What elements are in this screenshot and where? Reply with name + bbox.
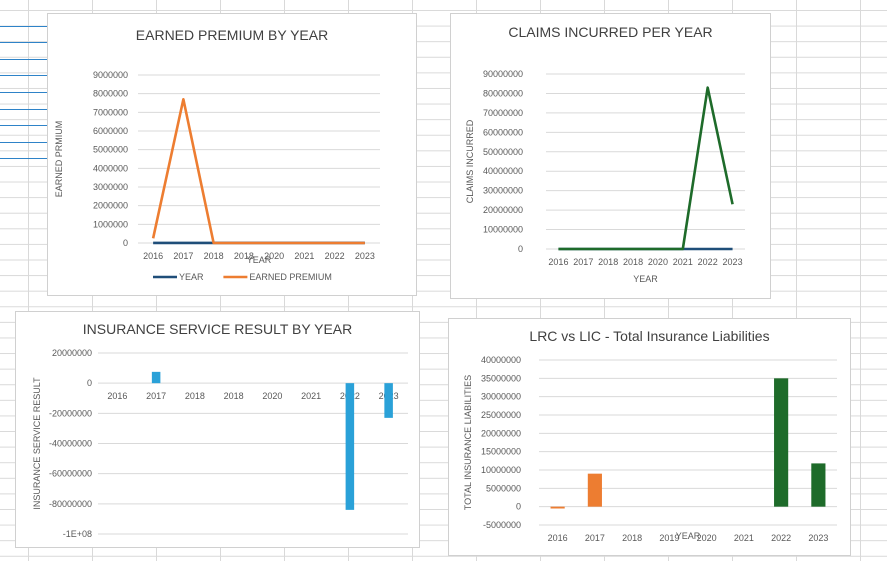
x-tick-label: 2020 bbox=[648, 257, 668, 267]
y-tick-label: 35000000 bbox=[481, 373, 521, 383]
x-tick-label: 2017 bbox=[146, 391, 166, 401]
y-tick-label: 5000000 bbox=[486, 483, 521, 493]
y-tick-label: 0 bbox=[516, 502, 521, 512]
y-tick-label: 50000000 bbox=[483, 147, 523, 157]
x-tick-label: 2019 bbox=[659, 533, 679, 543]
x-tick-label: 2023 bbox=[808, 533, 828, 543]
y-tick-label: 0 bbox=[87, 378, 92, 388]
y-tick-label: 40000000 bbox=[483, 166, 523, 176]
lrc-vs-lic-chart[interactable]: LRC vs LIC - Total Insurance Liabilities… bbox=[448, 318, 851, 556]
y-tick-label: 5000000 bbox=[93, 145, 128, 155]
x-tick-label: 2022 bbox=[698, 257, 718, 267]
y-tick-label: 7000000 bbox=[93, 107, 128, 117]
y-tick-label: 30000000 bbox=[483, 186, 523, 196]
x-tick-label: 2018 bbox=[623, 257, 643, 267]
x-tick-label: 2016 bbox=[548, 257, 568, 267]
bar bbox=[384, 383, 393, 418]
y-tick-label: 80000000 bbox=[483, 88, 523, 98]
y-axis-label: EARNED PRMIUM bbox=[54, 121, 64, 198]
y-tick-label: 3000000 bbox=[93, 182, 128, 192]
y-tick-label: 60000000 bbox=[483, 127, 523, 137]
x-tick-label: 2016 bbox=[548, 533, 568, 543]
y-tick-label: 10000000 bbox=[483, 225, 523, 235]
insurance-service-result-plot: INSURANCE SERVICE RESULT BY YEAR 20000000… bbox=[32, 321, 408, 539]
y-tick-label: -5000000 bbox=[483, 520, 521, 530]
y-tick-label: -80000000 bbox=[49, 499, 92, 509]
x-tick-label: 2023 bbox=[723, 257, 743, 267]
x-tick-label: 2018 bbox=[598, 257, 618, 267]
y-tick-label: 0 bbox=[123, 238, 128, 248]
y-tick-label: -60000000 bbox=[49, 469, 92, 479]
series-line bbox=[558, 86, 734, 251]
lrc-vs-lic-plot: LRC vs LIC - Total Insurance Liabilities… bbox=[463, 328, 837, 543]
x-tick-label: 2016 bbox=[107, 391, 127, 401]
x-tick-label: 2018 bbox=[204, 251, 224, 261]
x-tick-label: 2018 bbox=[622, 533, 642, 543]
x-tick-label: 2018 bbox=[234, 251, 254, 261]
x-tick-label: 2018 bbox=[224, 391, 244, 401]
x-tick-label: 2017 bbox=[173, 251, 193, 261]
bar bbox=[587, 473, 602, 507]
y-tick-label: 70000000 bbox=[483, 108, 523, 118]
bar bbox=[811, 463, 826, 507]
chart-title: EARNED PREMIUM BY YEAR bbox=[136, 27, 328, 43]
y-tick-label: 1000000 bbox=[93, 219, 128, 229]
y-tick-label: -20000000 bbox=[49, 408, 92, 418]
y-tick-label: 30000000 bbox=[481, 392, 521, 402]
x-tick-label: 2021 bbox=[673, 257, 693, 267]
bar bbox=[151, 371, 161, 384]
y-tick-label: 20000000 bbox=[52, 348, 92, 358]
y-axis-label: CLAIMS INCURRED bbox=[465, 119, 475, 203]
x-tick-label: 2022 bbox=[771, 533, 791, 543]
selected-cells bbox=[0, 10, 48, 160]
earned-premium-chart[interactable]: EARNED PREMIUM BY YEAR 9000000 8000000 7000… bbox=[47, 13, 417, 296]
chart-title: INSURANCE SERVICE RESULT BY YEAR bbox=[83, 321, 352, 337]
y-tick-label: 2000000 bbox=[93, 201, 128, 211]
x-axis-label: YEAR bbox=[676, 531, 701, 541]
y-tick-label: 6000000 bbox=[93, 126, 128, 136]
y-tick-label: 8000000 bbox=[93, 89, 128, 99]
bar bbox=[550, 506, 565, 509]
x-tick-label: 2023 bbox=[355, 251, 375, 261]
y-tick-label: 25000000 bbox=[481, 410, 521, 420]
x-tick-label: 2021 bbox=[734, 533, 754, 543]
y-tick-label: -40000000 bbox=[49, 439, 92, 449]
legend-label: EARNED PREMIUM bbox=[249, 272, 332, 282]
x-tick-label: 2020 bbox=[262, 391, 282, 401]
earned-premium-plot: EARNED PREMIUM BY YEAR 9000000 8000000 7000… bbox=[54, 27, 380, 282]
y-tick-label: 9000000 bbox=[93, 70, 128, 80]
x-tick-label: 2020 bbox=[264, 251, 284, 261]
x-tick-label: 2022 bbox=[325, 251, 345, 261]
y-axis-label: TOTAL INSURANCE LIABILITIES bbox=[463, 375, 473, 510]
y-tick-label: 20000000 bbox=[483, 205, 523, 215]
claims-incurred-chart[interactable]: CLAIMS INCURRED PER YEAR 90000000 80000000… bbox=[450, 13, 771, 299]
x-tick-label: 2017 bbox=[573, 257, 593, 267]
y-tick-label: 90000000 bbox=[483, 69, 523, 79]
y-tick-label: 40000000 bbox=[481, 355, 521, 365]
x-tick-label: 2017 bbox=[585, 533, 605, 543]
claims-incurred-plot: CLAIMS INCURRED PER YEAR 90000000 80000000… bbox=[465, 24, 745, 284]
y-axis-label: INSURANCE SERVICE RESULT bbox=[32, 377, 42, 510]
x-tick-label: 2020 bbox=[697, 533, 717, 543]
x-axis-label: YEAR bbox=[633, 274, 658, 284]
y-tick-label: -1E+08 bbox=[63, 529, 92, 539]
y-tick-label: 4000000 bbox=[93, 163, 128, 173]
y-tick-label: 20000000 bbox=[481, 428, 521, 438]
chart-title: CLAIMS INCURRED PER YEAR bbox=[508, 24, 712, 40]
x-tick-label: 2018 bbox=[185, 391, 205, 401]
insurance-service-result-chart[interactable]: INSURANCE SERVICE RESULT BY YEAR 20000000… bbox=[15, 311, 420, 548]
bar bbox=[345, 383, 355, 510]
chart-title: LRC vs LIC - Total Insurance Liabilities bbox=[529, 328, 769, 344]
y-tick-label: 0 bbox=[518, 244, 523, 254]
legend-label: YEAR bbox=[179, 272, 204, 282]
y-tick-label: 15000000 bbox=[481, 447, 521, 457]
bar bbox=[774, 378, 789, 507]
series-line bbox=[151, 97, 365, 245]
x-tick-label: 2021 bbox=[294, 251, 314, 261]
x-axis-label: YEAR bbox=[247, 255, 272, 265]
x-tick-label: 2016 bbox=[143, 251, 163, 261]
x-tick-label: 2021 bbox=[301, 391, 321, 401]
y-tick-label: 10000000 bbox=[481, 465, 521, 475]
